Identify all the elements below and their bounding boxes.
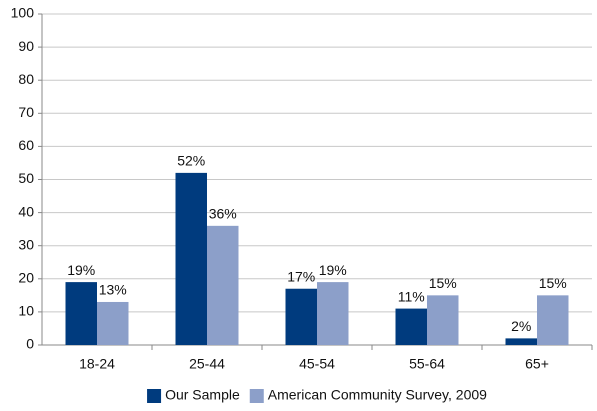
y-tick-label: 90 xyxy=(18,38,34,54)
value-label: 19% xyxy=(319,262,347,278)
y-tick-label: 40 xyxy=(18,203,34,219)
value-label: 2% xyxy=(511,318,531,334)
legend-swatch xyxy=(249,389,264,403)
y-tick-label: 50 xyxy=(18,170,34,186)
value-label: 15% xyxy=(539,275,567,291)
bar xyxy=(207,225,239,345)
x-tick-label: 65+ xyxy=(525,356,549,372)
value-label: 11% xyxy=(398,288,425,304)
value-label: 19% xyxy=(67,262,95,278)
y-tick-label: 100 xyxy=(11,5,35,21)
bar xyxy=(175,172,207,345)
bar xyxy=(505,338,537,345)
bar xyxy=(537,295,569,345)
x-tick-label: 55-64 xyxy=(409,356,445,372)
value-label: 17% xyxy=(287,268,315,284)
y-tick-label: 20 xyxy=(18,270,34,286)
y-tick-label: 60 xyxy=(18,137,34,153)
y-tick-label: 70 xyxy=(18,104,34,120)
bar xyxy=(317,282,349,345)
x-tick-label: 25-44 xyxy=(189,356,225,372)
bar xyxy=(65,282,97,345)
y-tick-label: 80 xyxy=(18,71,34,87)
value-label: 13% xyxy=(99,282,127,298)
y-tick-label: 10 xyxy=(18,303,34,319)
legend-swatch xyxy=(147,389,162,403)
y-tick-label: 30 xyxy=(18,236,34,252)
legend-label: Our Sample xyxy=(165,387,240,403)
value-label: 52% xyxy=(177,153,205,169)
x-tick-label: 45-54 xyxy=(299,356,335,372)
y-tick-label: 0 xyxy=(26,336,34,352)
legend-label: American Community Survey, 2009 xyxy=(268,387,487,403)
bar xyxy=(427,295,459,345)
x-tick-label: 18-24 xyxy=(79,356,115,372)
bar xyxy=(97,301,129,345)
value-label: 36% xyxy=(209,206,237,222)
value-label: 15% xyxy=(429,275,457,291)
bar xyxy=(285,288,317,345)
bar xyxy=(395,308,427,345)
